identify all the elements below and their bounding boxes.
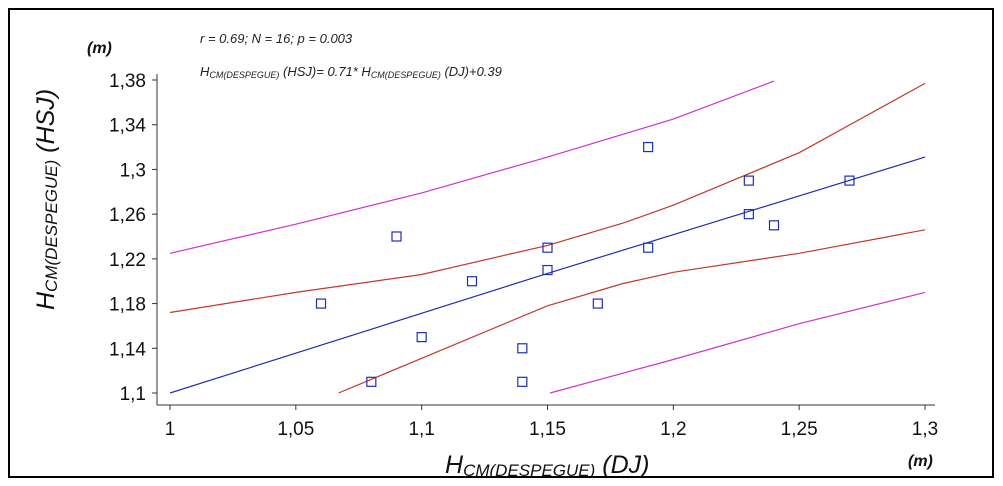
data-point [542, 242, 553, 253]
data-point [466, 276, 478, 287]
x-tick-label: 1 [165, 419, 176, 440]
data-point [416, 332, 427, 343]
equation-tail: (DJ)+0.39 [441, 64, 502, 79]
data-point [391, 231, 402, 242]
x-tick-label: 1,3 [912, 419, 938, 440]
y-tick-label: 1,1 [120, 384, 146, 405]
y-unit-label: (m) [87, 40, 112, 57]
equation-sub1: CM(DESPEGUE) [209, 70, 279, 80]
prediction-lower-line [549, 291, 926, 394]
data-point [517, 343, 528, 354]
data-points [315, 141, 855, 387]
chart-frame: r = 0.69; N = 16; p = 0.003 HCM(DESPEGUE… [8, 8, 994, 480]
y-label-sub: CM(DESPEGUE) [42, 160, 61, 292]
data-point [592, 298, 603, 309]
series-lines [169, 80, 926, 394]
y-tick-label: 1,38 [109, 71, 146, 92]
confidence-lower-line [338, 229, 926, 394]
data-point [643, 242, 654, 253]
equation-h1: H [200, 64, 210, 79]
stats-annotation: r = 0.69; N = 16; p = 0.003 [200, 31, 353, 46]
data-point [743, 175, 754, 186]
x-tick-label: 1,25 [781, 419, 818, 440]
x-tick-label: 1,2 [660, 419, 686, 440]
regression-equation: HCM(DESPEGUE) (HSJ)= 0.71* HCM(DESPEGUE)… [200, 64, 502, 80]
x-tick-label: 1,1 [408, 419, 434, 440]
prediction-upper-line [169, 80, 775, 254]
data-point [366, 376, 377, 387]
x-tick-label: 1,05 [277, 419, 314, 440]
data-point [517, 376, 528, 387]
y-tick-label: 1,26 [109, 205, 146, 226]
y-axis-label: HCM(DESPEGUE) (HSJ) [32, 89, 61, 310]
data-point [315, 298, 327, 309]
y-label-tail: (HSJ) [32, 89, 60, 160]
equation-sub2: CM(DESPEGUE) [371, 70, 441, 80]
y-tick-label: 1,22 [109, 250, 146, 271]
y-label-h: H [32, 291, 60, 310]
regression-line [169, 156, 926, 394]
y-tick-label: 1,34 [109, 116, 146, 137]
confidence-upper-line [169, 82, 926, 314]
y-tick-label: 1,18 [109, 295, 146, 316]
equation-h2: H [361, 64, 371, 79]
x-label-sub: CM(DESPEGUE) [463, 461, 595, 476]
y-tick-label: 1,14 [109, 339, 146, 360]
data-point [542, 264, 553, 276]
x-tick-label: 1,15 [529, 419, 566, 440]
x-label-h: H [445, 451, 464, 476]
data-point [743, 209, 754, 220]
scatter-chart: r = 0.69; N = 16; p = 0.003 HCM(DESPEGUE… [32, 31, 938, 480]
x-unit-label: (m) [908, 453, 933, 470]
axes: 1 1,05 1,1 1,15 1,2 1,25 1,3 1,1 1,14 1,18 1,22 1,2… [109, 71, 938, 440]
data-point [643, 141, 654, 153]
data-point [844, 175, 855, 186]
data-point [768, 220, 780, 231]
x-label-tail: (DJ) [595, 451, 649, 476]
x-axis-label: HCM(DESPEGUE) (DJ) [445, 451, 649, 476]
equation-part1: (HSJ)= 0.71* [279, 64, 361, 79]
y-tick-label: 1,3 [120, 160, 146, 181]
